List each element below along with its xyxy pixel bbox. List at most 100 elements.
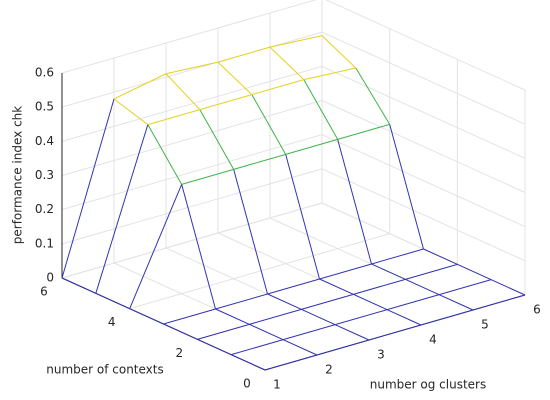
- mesh-edge: [319, 278, 354, 295]
- mesh-edge: [197, 323, 250, 340]
- mesh-edge: [472, 294, 526, 311]
- mesh-edge: [420, 309, 474, 326]
- mesh-edge: [165, 61, 219, 75]
- mesh-edge: [147, 124, 183, 185]
- mesh-edge: [337, 139, 372, 265]
- mesh-edge: [147, 109, 200, 126]
- mesh-edge: [233, 169, 268, 295]
- x-tick-label: 5: [481, 318, 489, 332]
- mesh-edge: [233, 153, 286, 170]
- z-axis-label: performance index chk: [11, 106, 25, 245]
- mesh-edge: [163, 323, 198, 340]
- mesh-edge: [335, 309, 388, 326]
- mesh-edge: [181, 184, 216, 310]
- mesh-edge: [95, 292, 130, 310]
- mesh-edge: [285, 138, 338, 155]
- mesh-edge: [371, 248, 424, 265]
- mesh-edge: [353, 293, 388, 311]
- mesh-edge: [113, 98, 149, 125]
- z-tick-label: 0.4: [35, 134, 54, 148]
- grid-line: [321, 100, 526, 193]
- mesh-edge: [95, 124, 149, 294]
- x-tick-label: 4: [429, 333, 437, 347]
- mesh-edge: [423, 248, 458, 265]
- mesh-edge: [231, 339, 284, 356]
- mesh-edge: [264, 354, 318, 371]
- mesh-edge: [251, 79, 304, 96]
- mesh-edge: [199, 94, 252, 111]
- mesh-edge: [457, 263, 492, 281]
- mesh-edge: [368, 324, 422, 341]
- mesh-edge: [355, 67, 391, 125]
- grid-line: [61, 168, 323, 245]
- z-tick-label: 0.2: [35, 202, 54, 216]
- mesh-edge: [405, 278, 440, 296]
- mesh-edge: [217, 61, 253, 95]
- mesh-edge: [61, 277, 97, 294]
- mesh-edge: [389, 124, 424, 250]
- z-tick-label: 0.6: [35, 66, 54, 80]
- mesh-edge: [303, 79, 339, 140]
- mesh-edge: [267, 278, 320, 295]
- grid-line: [61, 65, 323, 142]
- mesh-edge: [215, 293, 268, 310]
- mesh-edge: [251, 94, 287, 155]
- mesh-edge: [129, 308, 164, 325]
- grid-line: [321, 31, 526, 125]
- mesh-edge: [113, 73, 167, 100]
- grid-line: [61, 100, 323, 176]
- mesh-edge: [165, 73, 201, 110]
- z-tick-label: 0.5: [35, 100, 54, 114]
- mesh-edge: [282, 339, 318, 356]
- y-axis-label: number of contexts: [46, 363, 164, 377]
- grid-line: [325, 0, 526, 91]
- y-tick-label: 2: [176, 346, 184, 360]
- mesh-edge: [316, 339, 370, 356]
- mesh-edge: [163, 308, 216, 325]
- mesh-edge: [230, 354, 266, 371]
- mesh-edge: [337, 123, 390, 140]
- mesh-edge: [129, 184, 183, 309]
- mesh-edge: [215, 308, 250, 325]
- mesh-edge: [438, 294, 474, 311]
- mesh-edge: [301, 293, 354, 310]
- z-tick-label: 0.1: [35, 236, 54, 250]
- grid-line: [61, 0, 317, 74]
- grid-line: [61, 202, 323, 279]
- mesh-edge: [386, 309, 422, 326]
- mesh-edge: [334, 324, 370, 341]
- mesh-edge: [321, 35, 357, 69]
- y-tick-label: 0: [243, 377, 251, 391]
- mesh-edge: [303, 67, 356, 81]
- mesh-edge: [249, 323, 284, 341]
- mesh-edge: [301, 308, 336, 326]
- mesh-edge: [181, 168, 234, 185]
- x-tick-label: 1: [273, 378, 281, 392]
- mesh-edge: [199, 109, 235, 170]
- mesh-edge: [283, 324, 336, 341]
- mesh-edge: [61, 98, 115, 279]
- x-tick-label: 6: [533, 303, 541, 317]
- mesh-edge: [439, 279, 492, 296]
- mesh-edge: [405, 263, 458, 280]
- y-tick-label: 4: [108, 315, 116, 329]
- x-axis-label: number og clusters: [370, 378, 486, 392]
- x-tick-label: 3: [377, 348, 385, 362]
- mesh-edge: [490, 279, 526, 296]
- mesh-edge: [285, 154, 320, 280]
- grid-line: [61, 134, 323, 211]
- grid-line: [321, 134, 526, 228]
- grid-line: [321, 65, 526, 159]
- mesh-edge: [217, 46, 271, 63]
- mesh-edge: [387, 294, 440, 311]
- z-tick-label: 0: [46, 271, 54, 285]
- z-tick-label: 0.3: [35, 168, 54, 182]
- mesh-edge: [267, 293, 302, 310]
- grid-line: [129, 233, 390, 310]
- grid-line: [61, 31, 323, 108]
- mesh-edge: [249, 308, 302, 325]
- mesh-edge: [319, 263, 372, 280]
- mesh-edge: [269, 46, 305, 80]
- mesh-edge: [353, 278, 406, 295]
